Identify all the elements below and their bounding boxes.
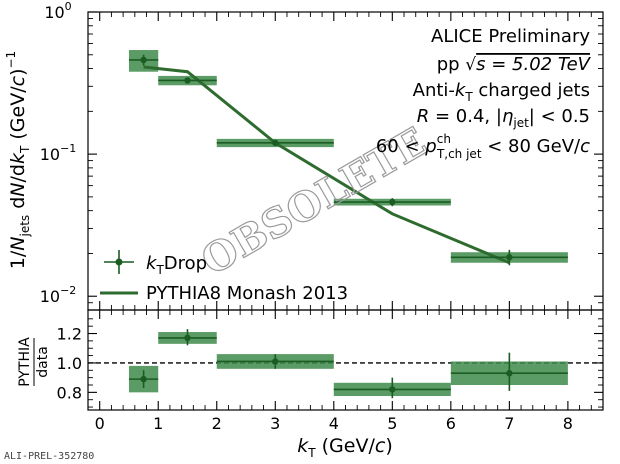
annotation-alice-preliminary: ALICE Preliminary (431, 26, 590, 47)
main-point-3 (389, 198, 396, 206)
ratio-point-1 (184, 334, 191, 342)
x-tick-label-1: 1 (153, 414, 163, 433)
x-tick-label-0: 0 (95, 414, 105, 433)
main-y-tick-label-2: 10−2 (40, 284, 77, 306)
ratio-y-axis-title: PYTHIA data (17, 337, 51, 387)
main-x-ticks (99, 12, 592, 310)
ratio-point-3 (389, 386, 396, 393)
ratio-x-ticks: 0 1 2 3 4 5 6 7 8 (95, 310, 592, 433)
ratio-y-ticks: 0.8 1.0 1.2 (57, 318, 603, 408)
annotation-jet-radius: R = 0.4, |ηjet| < 0.5 (417, 106, 590, 130)
ratio-y-tick-label-0: 0.8 (57, 383, 82, 402)
ratio-y-title-numerator: PYTHIA (17, 337, 33, 387)
x-tick-label-5: 5 (387, 414, 397, 433)
main-point-1 (184, 77, 191, 84)
ratio-point-0 (140, 375, 147, 383)
ratio-point-4 (506, 370, 513, 377)
annotation-pt-range: 60 < pch T,ch jet < 80 GeV/c (376, 132, 590, 161)
x-axis-title: kT (GeV/c) (297, 435, 393, 460)
annotation-jet-algorithm: Anti-kT charged jets (413, 80, 590, 104)
main-point-0 (140, 56, 147, 64)
ratio-y-tick-label-2: 1.2 (57, 325, 82, 344)
main-y-ticks: 100 10−1 10−2 (40, 0, 603, 311)
main-point-2 (272, 139, 279, 147)
legend: kTDrop PYTHIA8 Monash 2013 (100, 250, 348, 304)
x-tick-label-4: 4 (329, 414, 339, 433)
legend-ktdrop-marker (104, 250, 134, 274)
legend-pythia-label: PYTHIA8 Monash 2013 (146, 283, 348, 304)
x-tick-label-7: 7 (504, 414, 514, 433)
x-tick-label-2: 2 (212, 414, 222, 433)
legend-ktdrop-label: kTDrop (146, 253, 207, 277)
ratio-panel: 0.8 1.0 1.2 0 1 2 3 4 5 6 7 8 PYTHIA data kT (GeV/… (17, 309, 604, 460)
ratio-point-2 (272, 358, 279, 365)
figure-id-label: ALI-PREL-352780 (4, 451, 94, 462)
ratio-y-title-denominator: data (35, 346, 51, 378)
annotation-block: ALICE Preliminary pp √s = 5.02 TeV Anti-… (376, 26, 592, 161)
ratio-sys-bands (128, 332, 568, 397)
x-tick-label-8: 8 (563, 414, 573, 433)
ratio-y-tick-label-1: 1.0 (57, 354, 82, 373)
annotation-collision-energy: pp √s = 5.02 TeV (437, 54, 592, 75)
main-y-axis-title: 1/Njets dN/dkT (GeV/c)−1 (4, 51, 32, 269)
x-tick-label-3: 3 (270, 414, 280, 433)
main-y-tick-label-1: 10−1 (40, 142, 77, 164)
main-y-tick-label-0: 100 (44, 0, 71, 22)
main-data-points (128, 54, 568, 266)
ratio-data-points (128, 329, 568, 399)
main-point-4 (506, 254, 513, 261)
x-tick-label-6: 6 (446, 414, 456, 433)
